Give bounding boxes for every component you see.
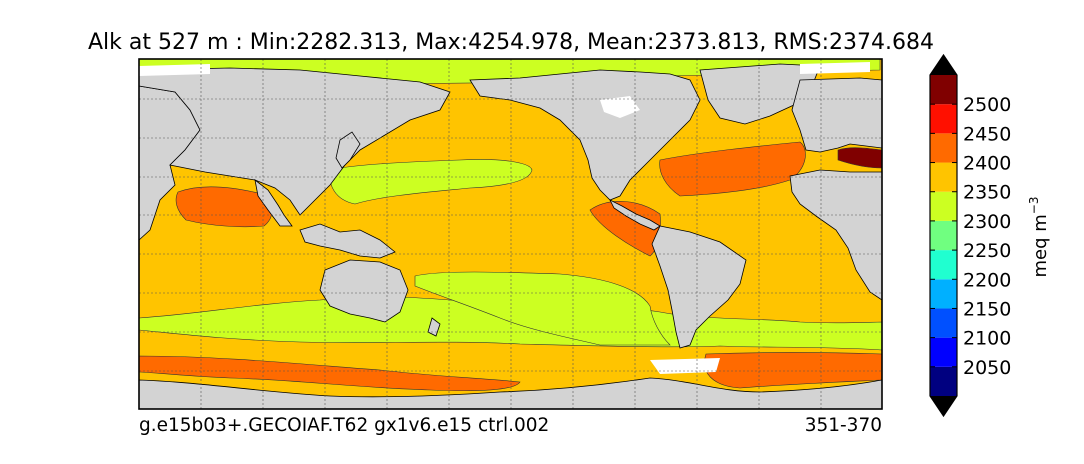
- field-region-2400-2450-indian: [175, 186, 273, 228]
- field-region-2400-2450-natlantic: [659, 141, 806, 197]
- colorbar-tick-label: 2300: [963, 211, 1011, 233]
- colorbar-tick-label: 2500: [963, 94, 1011, 116]
- colorbar-tick-label: 2050: [963, 357, 1011, 379]
- land-japan: [335, 131, 361, 169]
- chart-title: Alk at 527 m : Min:2282.313, Max:4254.97…: [88, 30, 934, 55]
- map-frame: [138, 58, 883, 410]
- missing-data: [139, 62, 870, 374]
- colorbar-extend-max: [930, 55, 957, 75]
- field-region-2400-2450-south-east: [704, 352, 882, 389]
- missing-arctic-east: [800, 62, 870, 74]
- land-africa-east: [789, 169, 882, 301]
- colorbar-tick-label: 2400: [963, 153, 1011, 175]
- colorbar-segment: [930, 220, 957, 251]
- colorbar-segment: [930, 162, 957, 192]
- missing-hudson: [600, 96, 640, 118]
- missing-weddell: [650, 358, 720, 374]
- land-europe-africa-east: [791, 77, 882, 153]
- colorbar-tick-label: 2250: [963, 240, 1011, 262]
- colorbar-tick-label: 2350: [963, 182, 1011, 204]
- map-panel: [138, 58, 883, 410]
- field-region-2300-2350-northpacific: [329, 159, 533, 205]
- missing-arctic-west: [139, 64, 210, 76]
- colorbar-segment: [930, 279, 957, 309]
- colorbar-extend-min: [930, 396, 957, 416]
- field-region-2500-plus-med: [837, 147, 882, 169]
- land-new-zealand: [427, 317, 441, 337]
- land-maritime-continent: [299, 223, 396, 259]
- colorbar-tick-label: 2100: [963, 328, 1011, 350]
- land-australia: [319, 259, 409, 323]
- colorbar: [929, 53, 958, 418]
- footer-run-id: g.e15b03+.GECOIAF.T62 gx1v6.e15 ctrl.002: [139, 415, 549, 436]
- colorbar-label-exponent: −3: [1027, 197, 1041, 215]
- colorbar-tick-label: 2450: [963, 123, 1011, 145]
- colorbar-segment: [930, 337, 957, 367]
- field-region-2400-2450-south-west: [139, 355, 521, 392]
- colorbar-segment: [930, 191, 957, 221]
- colorbar-tick-label: 2150: [963, 298, 1011, 320]
- colorbar-segment: [930, 133, 957, 163]
- field-region-2300-2350-southpacific: [414, 271, 671, 346]
- colorbar-label: meq m−3: [1027, 197, 1051, 278]
- land-antarctica: [139, 377, 882, 409]
- colorbar-segment: [930, 104, 957, 134]
- colorbar-segment: [930, 75, 957, 105]
- colorbar-outline: [929, 53, 958, 418]
- land-masses: [139, 63, 882, 409]
- land-india: [254, 179, 293, 227]
- land-south-america: [651, 225, 747, 349]
- footer-year-range: 351-370: [805, 415, 882, 436]
- colorbar-tick-label: 2200: [963, 269, 1011, 291]
- colorbar-label-unit: meq m: [1030, 214, 1051, 277]
- land-north-america: [469, 69, 701, 201]
- colorbar-segment: [930, 308, 957, 338]
- colorbar-ticks: 2050 2100 2150 2200 2250 2300 2350 2400 2450 2500: [930, 94, 1011, 379]
- colorbar-segment: [930, 366, 957, 396]
- colorbar-segment: [930, 250, 957, 280]
